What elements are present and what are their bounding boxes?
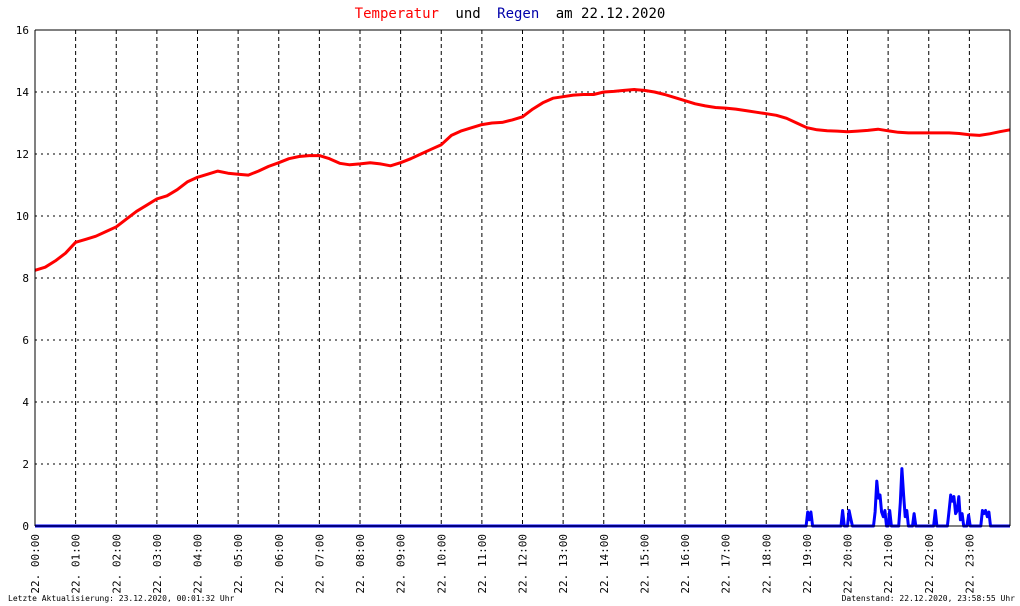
y-tick-label: 16 (16, 24, 29, 37)
x-tick-label: 22. 16:00 (679, 534, 692, 594)
footer-data-status: Datenstand: 22.12.2020, 23:58:55 Uhr (842, 594, 1016, 603)
y-tick-labels: 0 2 4 6 8 10 12 14 16 (16, 24, 30, 533)
x-tick-label: 22. 23:00 (963, 534, 976, 594)
x-tick-label: 22. 21:00 (882, 534, 895, 594)
x-tick-label: 22. 20:00 (842, 534, 855, 594)
temperature-series-line (34, 88, 1011, 272)
y-tick-label: 14 (16, 86, 30, 99)
x-tick-label: 22. 22:00 (923, 534, 936, 594)
y-tick-label: 8 (22, 272, 29, 285)
title-temperature: Temperatur (355, 6, 439, 22)
x-tick-label: 22. 04:00 (192, 534, 205, 594)
x-tick-label: 22. 00:00 (29, 534, 42, 594)
x-tick-label: 22. 02:00 (110, 534, 123, 594)
rain-series-line (35, 467, 1010, 528)
y-tick-label: 12 (16, 148, 29, 161)
y-tick-label: 4 (22, 396, 29, 409)
title-date: am 22.12.2020 (556, 6, 666, 22)
series-layer (34, 88, 1011, 528)
title-und: und (455, 6, 480, 22)
x-tick-label: 22. 12:00 (517, 534, 530, 594)
y-tick-label: 10 (16, 210, 29, 223)
x-tick-label: 22. 18:00 (760, 534, 773, 594)
x-tick-label: 22. 13:00 (557, 534, 570, 594)
x-tick-label: 22. 09:00 (395, 534, 408, 594)
chart-title: Temperatur und Regen am 22.12.2020 (355, 6, 666, 22)
x-tick-label: 22. 06:00 (273, 534, 286, 594)
y-tick-label: 0 (22, 520, 29, 533)
x-tick-label: 22. 08:00 (354, 534, 367, 594)
title-rain: Regen (497, 6, 539, 22)
x-tick-label: 22. 05:00 (232, 534, 245, 594)
axes-layer (34, 29, 1011, 527)
x-tick-label: 22. 14:00 (598, 534, 611, 594)
x-tick-label: 22. 17:00 (720, 534, 733, 594)
x-tick-label: 22. 10:00 (435, 534, 448, 594)
x-tick-label: 22. 15:00 (638, 534, 651, 594)
x-tick-label: 22. 11:00 (476, 534, 489, 594)
x-tick-label: 22. 07:00 (313, 534, 326, 594)
footer-last-update: Letzte Aktualisierung: 23.12.2020, 00:01… (8, 594, 235, 603)
y-tick-label: 2 (22, 458, 29, 471)
y-tick-label: 6 (22, 334, 29, 347)
x-tick-label: 22. 19:00 (801, 534, 814, 594)
x-tick-labels: 22. 00:00 22. 01:00 22. 02:00 22. 03:00 22. … (29, 534, 976, 594)
x-tick-label: 22. 03:00 (151, 534, 164, 594)
x-tick-label: 22. 01:00 (70, 534, 83, 594)
